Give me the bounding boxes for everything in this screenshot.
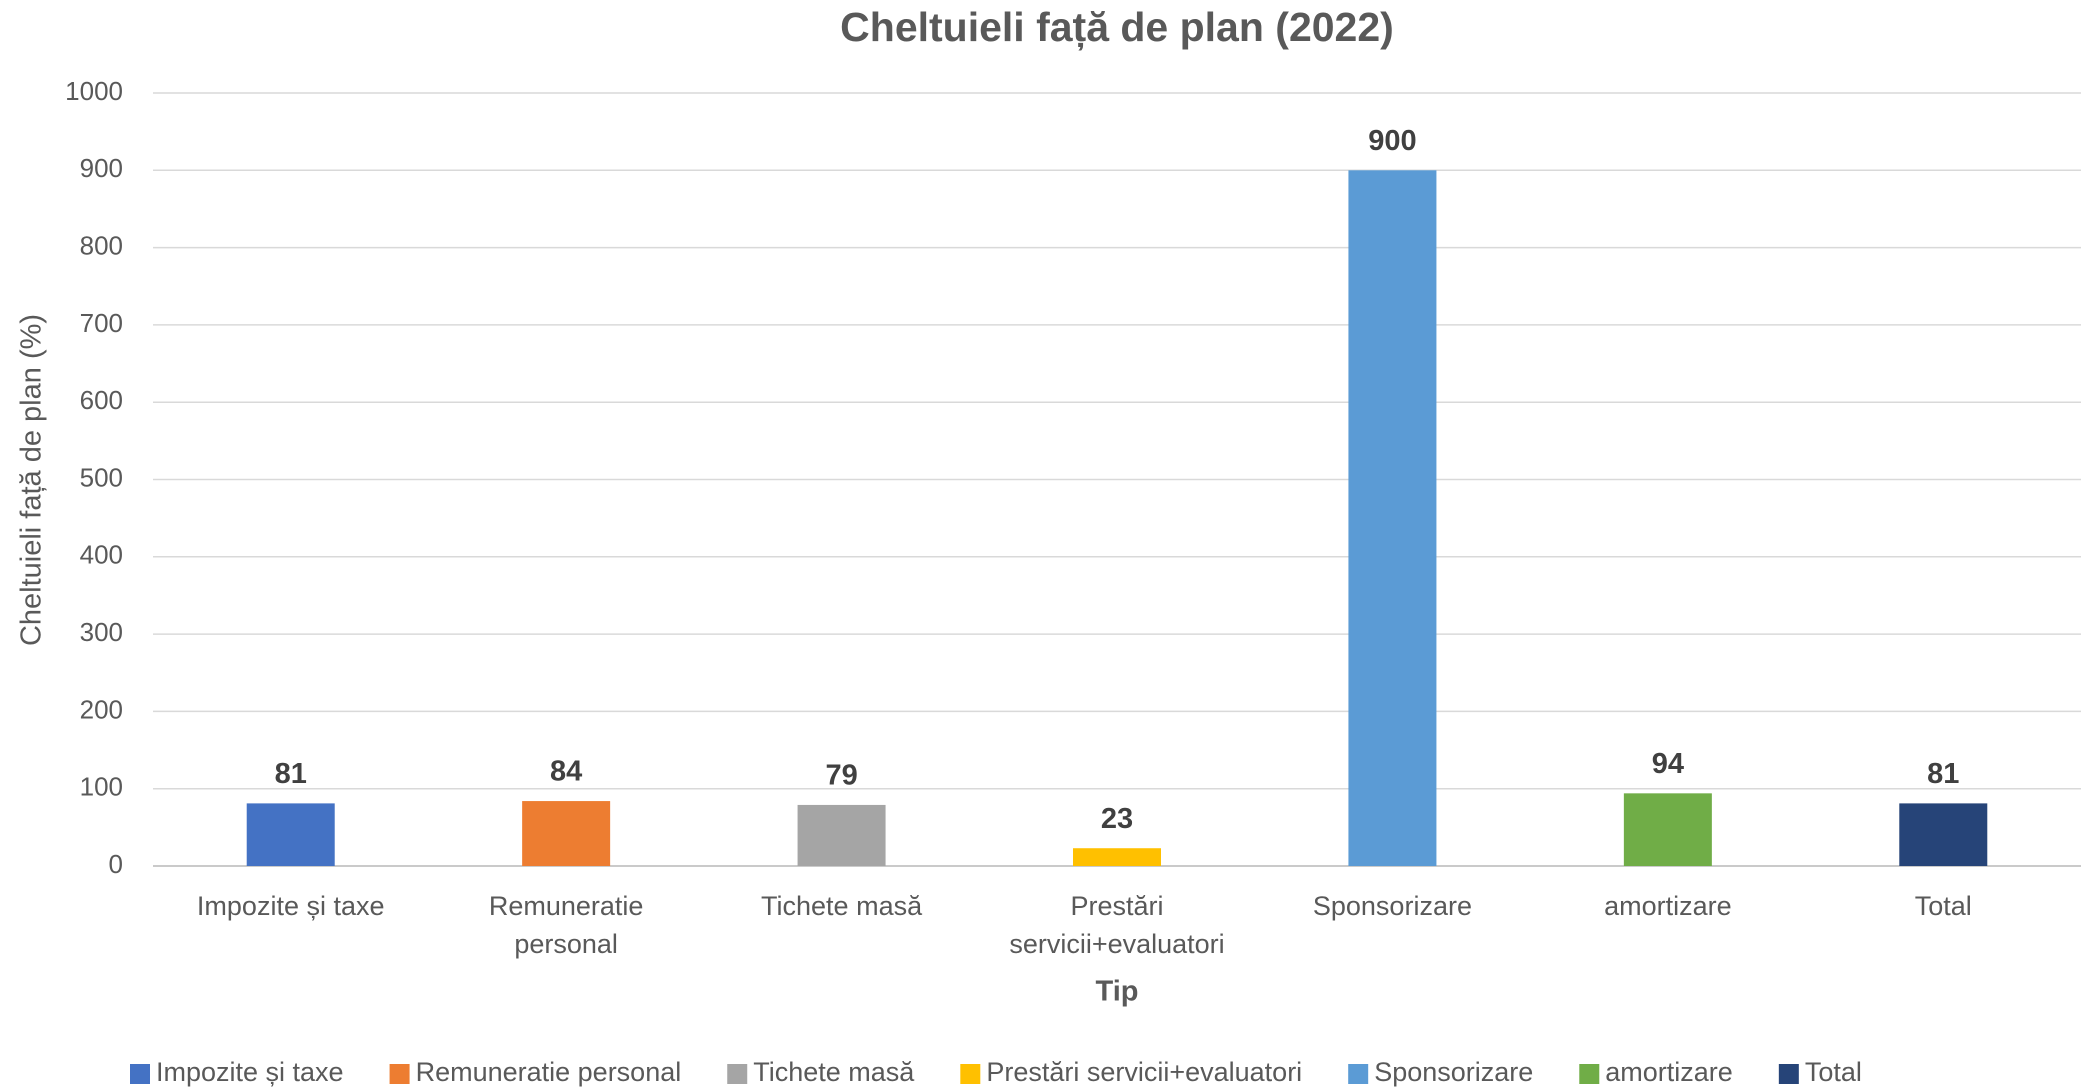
chart-title: Cheltuieli față de plan (2022) — [840, 4, 1394, 50]
value-label: 23 — [1101, 803, 1133, 835]
x-tick-label: Prestări servicii+evaluatori — [1009, 891, 1224, 959]
legend-swatch — [389, 1064, 410, 1084]
legend-label: Impozite și taxe — [156, 1057, 344, 1087]
legend-label: Remuneratie personal — [416, 1057, 682, 1087]
y-tick-label: 0 — [109, 849, 123, 879]
x-tick-label: amortizare — [1604, 891, 1732, 921]
legend-swatch — [960, 1064, 981, 1084]
y-tick-label: 500 — [80, 462, 123, 492]
y-tick-label: 700 — [80, 308, 123, 338]
y-tick-label: 400 — [80, 540, 123, 570]
value-label: 94 — [1652, 748, 1684, 780]
bar — [522, 801, 611, 866]
y-tick-label: 200 — [80, 694, 123, 724]
value-label: 81 — [1927, 758, 1959, 790]
bar — [797, 804, 886, 866]
y-tick-label: 300 — [80, 617, 123, 647]
legend-swatch — [1579, 1064, 1600, 1084]
y-tick-label: 900 — [80, 153, 123, 183]
y-tick-label: 1000 — [65, 76, 123, 106]
legend-label: Tichete masă — [753, 1057, 915, 1087]
bar — [246, 803, 335, 866]
bar — [1623, 793, 1712, 866]
bar — [1348, 170, 1437, 867]
x-tick-label: Tichete masă — [761, 891, 923, 921]
bar — [1899, 803, 1988, 866]
value-label: 81 — [275, 758, 307, 790]
legend-swatch — [1778, 1064, 1799, 1084]
x-tick-label: Total — [1915, 891, 1972, 921]
legend-label: amortizare — [1605, 1057, 1733, 1087]
y-tick-label: 100 — [80, 772, 123, 802]
y-axis-title: Cheltuieli față de plan (%) — [16, 314, 48, 646]
value-label: 84 — [550, 756, 582, 788]
legend-label: Sponsorizare — [1374, 1057, 1533, 1087]
bar — [1073, 848, 1161, 866]
legend-label: Total — [1805, 1057, 1862, 1087]
value-label: 900 — [1368, 125, 1416, 157]
legend-label: Prestări servicii+evaluatori — [986, 1057, 1302, 1087]
legend-swatch — [727, 1064, 748, 1084]
x-tick-label: Remuneratie personal — [489, 891, 644, 959]
y-tick-label: 800 — [80, 230, 123, 260]
legend-swatch — [130, 1064, 150, 1084]
legend-swatch — [1348, 1064, 1369, 1084]
y-tick-label: 600 — [80, 385, 123, 415]
value-label: 79 — [825, 760, 857, 792]
x-tick-label: Impozite și taxe — [197, 891, 385, 921]
x-axis-title: Tip — [1096, 976, 1139, 1008]
x-tick-label: Sponsorizare — [1313, 891, 1472, 921]
